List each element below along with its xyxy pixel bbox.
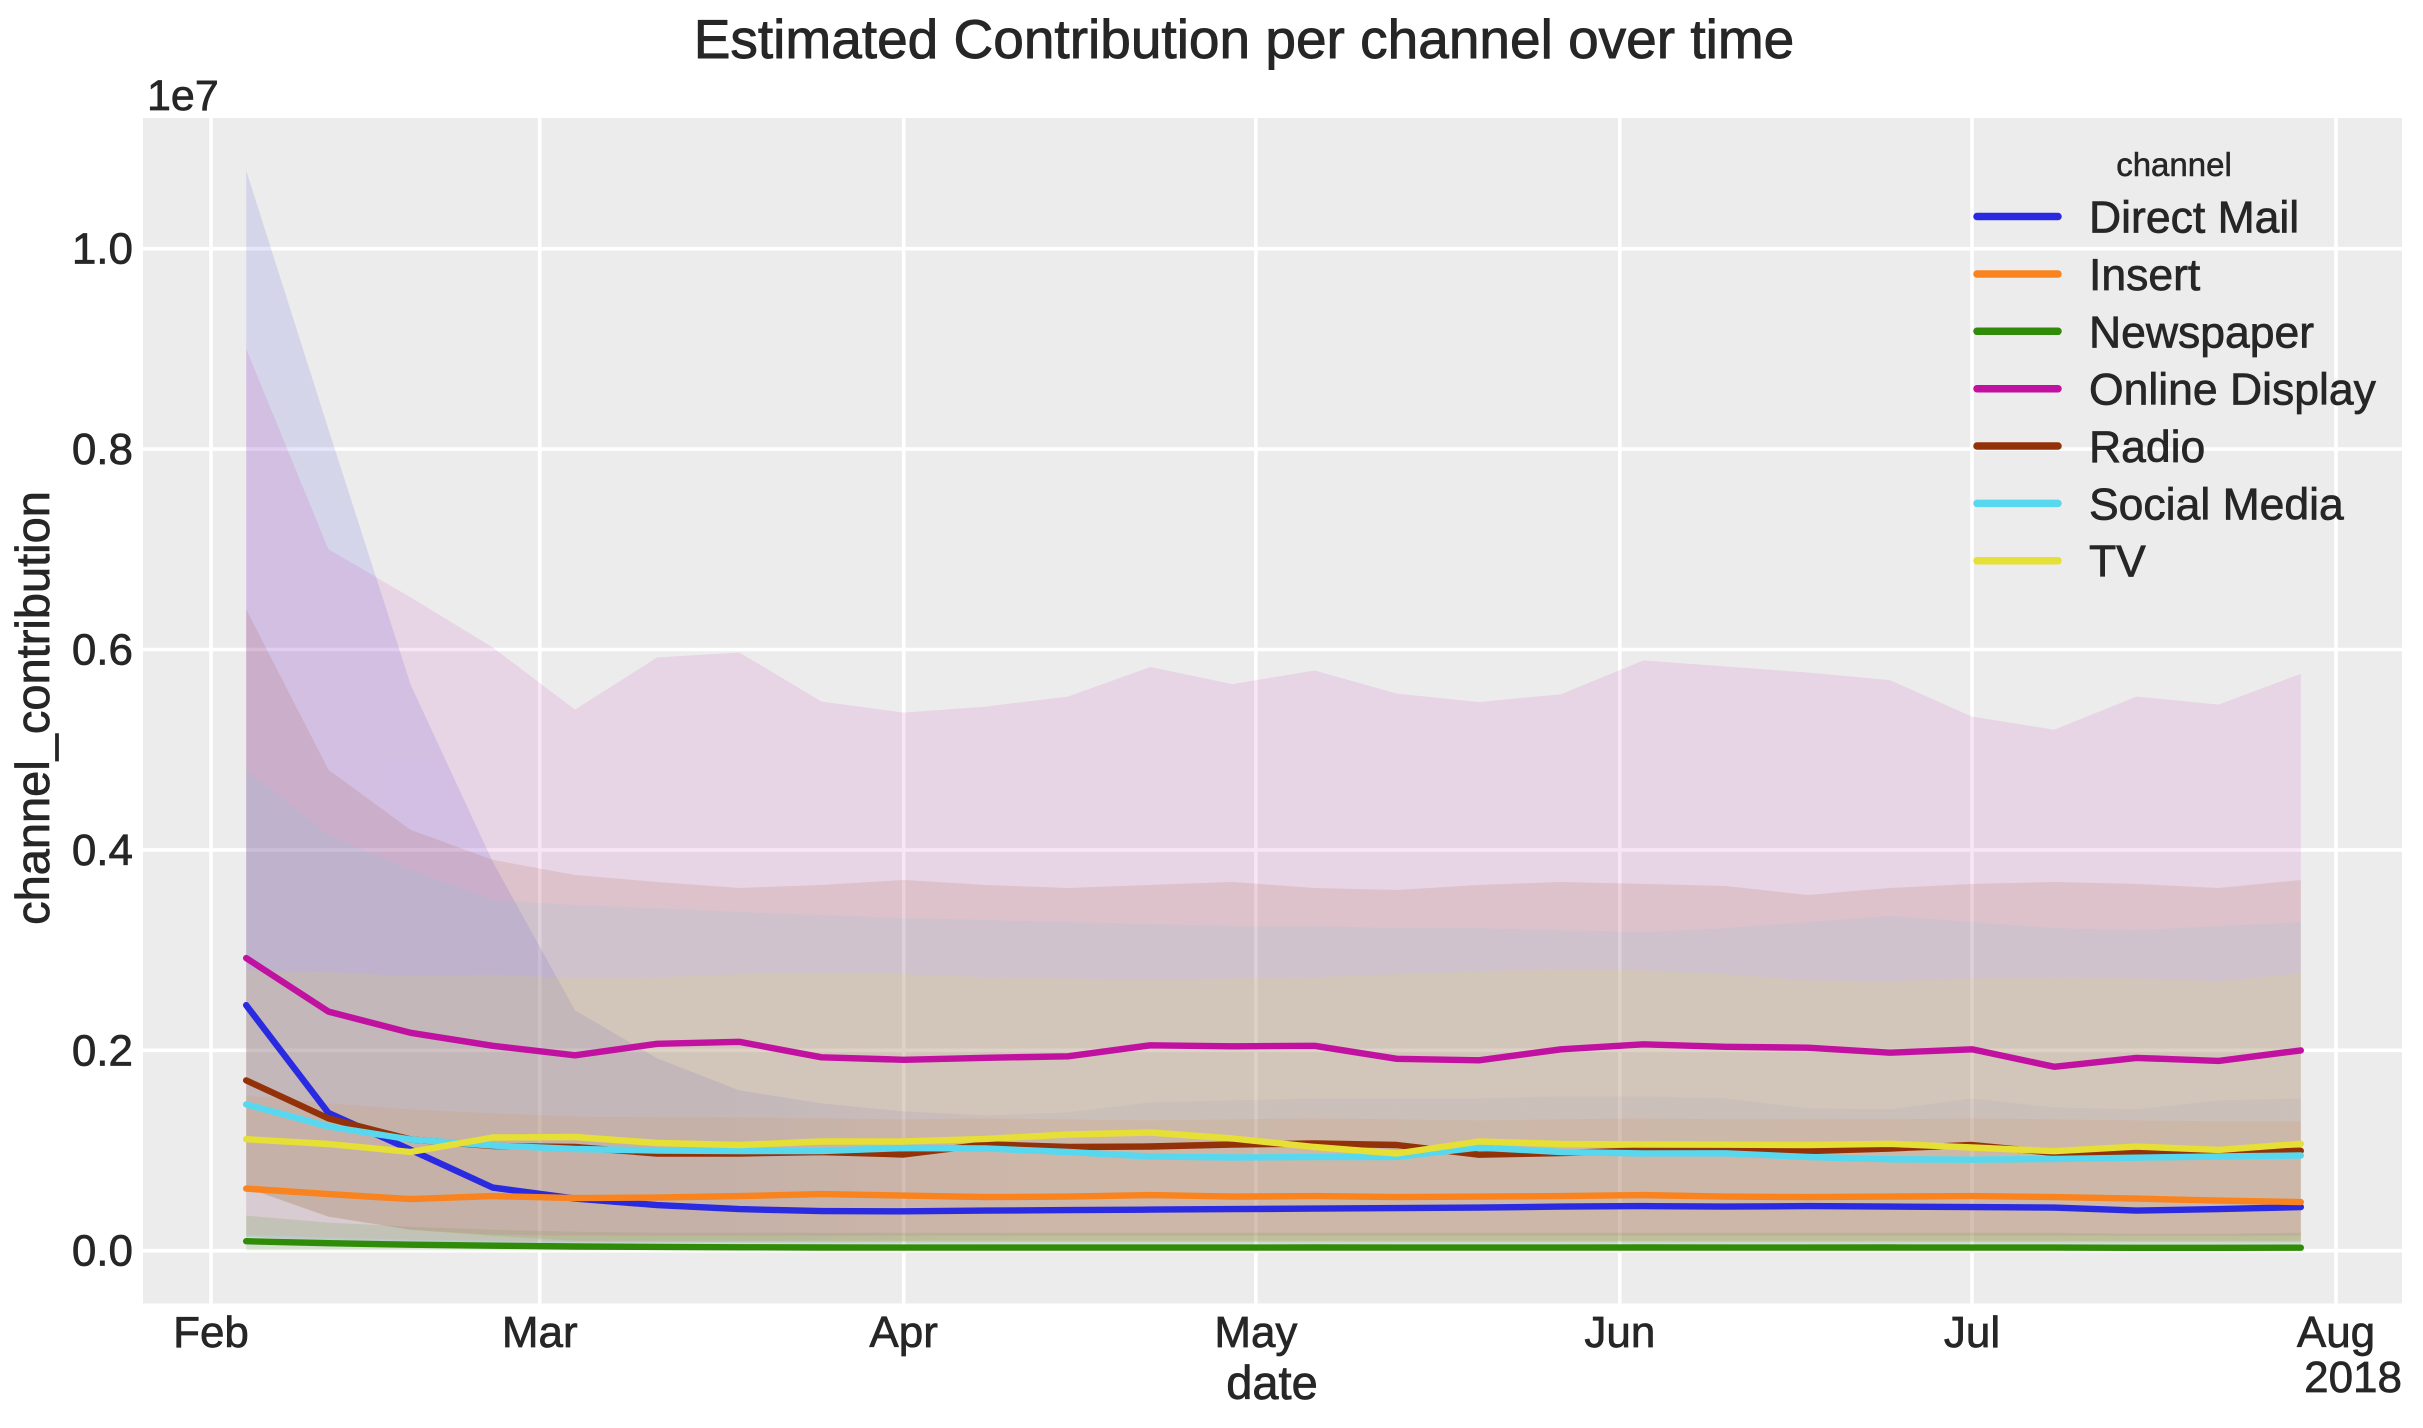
svg-text:channel: channel [2116, 146, 2232, 183]
svg-text:channel_contribution: channel_contribution [6, 491, 59, 925]
svg-text:Direct Mail: Direct Mail [2089, 194, 2299, 243]
svg-text:2018: 2018 [2304, 1353, 2402, 1402]
svg-text:0.6: 0.6 [72, 626, 133, 675]
svg-text:Mar: Mar [502, 1308, 578, 1357]
svg-text:Social Media: Social Media [2089, 480, 2344, 529]
svg-text:Jul: Jul [1944, 1308, 2000, 1357]
svg-text:Online Display: Online Display [2089, 366, 2377, 415]
svg-text:0.4: 0.4 [72, 826, 133, 875]
svg-text:Estimated Contribution per cha: Estimated Contribution per channel over … [694, 8, 1795, 70]
svg-text:Jun: Jun [1584, 1308, 1655, 1357]
svg-text:Apr: Apr [869, 1308, 937, 1357]
svg-text:1.0: 1.0 [72, 225, 133, 274]
svg-text:0.8: 0.8 [72, 425, 133, 474]
svg-text:Insert: Insert [2089, 251, 2201, 300]
svg-text:1e7: 1e7 [147, 72, 219, 120]
svg-text:Radio: Radio [2089, 423, 2205, 472]
svg-text:TV: TV [2089, 538, 2146, 587]
svg-text:May: May [1214, 1308, 1297, 1357]
svg-text:0.2: 0.2 [72, 1026, 133, 1075]
svg-text:Newspaper: Newspaper [2089, 308, 2314, 357]
svg-text:Aug: Aug [2297, 1308, 2375, 1357]
svg-text:0.0: 0.0 [72, 1227, 133, 1276]
svg-text:date: date [1226, 1356, 1317, 1409]
svg-text:Feb: Feb [173, 1308, 249, 1357]
